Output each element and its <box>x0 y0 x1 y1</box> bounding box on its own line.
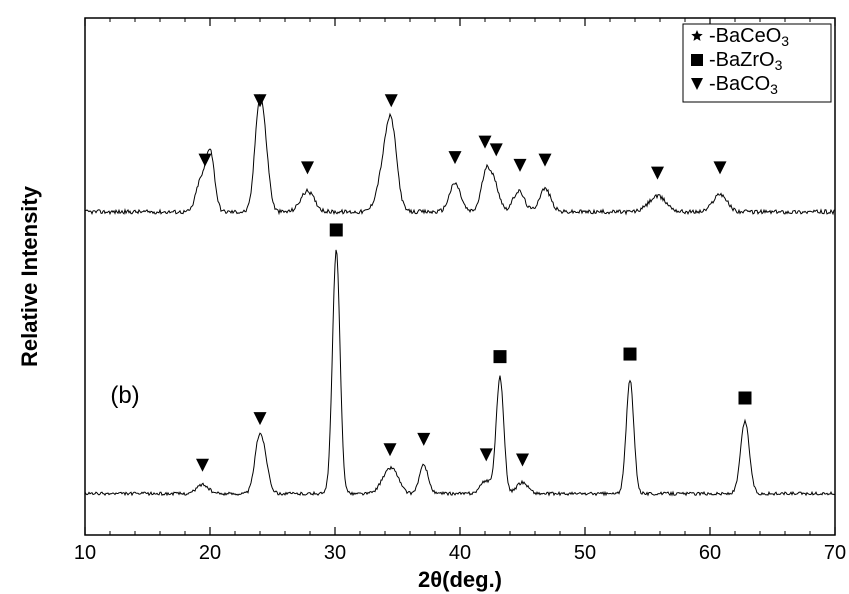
legend: -BaCeO3-BaZrO3-BaCO3 <box>683 24 831 102</box>
xrd-chart: 10 20 30 40 50 60 70 2θ(deg.) Relative Intensity… <box>0 0 849 594</box>
square-icon <box>691 54 703 66</box>
square-icon <box>739 391 752 404</box>
x-tick-label: 50 <box>574 542 596 564</box>
x-tick-label: 30 <box>324 542 346 564</box>
panel-label-b: (b) <box>110 382 139 409</box>
svg-text:2θ(deg.): 2θ(deg.) <box>418 567 502 592</box>
square-icon <box>330 223 343 236</box>
x-tick-label: 10 <box>74 542 96 564</box>
legend-item: -BaZrO3 <box>709 49 783 73</box>
x-tick-label: 20 <box>199 542 221 564</box>
square-icon <box>624 348 637 361</box>
x-tick-label: 40 <box>449 542 471 564</box>
legend-item: -BaCO3 <box>709 73 778 97</box>
x-tick-label: 60 <box>699 542 721 564</box>
x-tick-label: 70 <box>824 542 846 564</box>
x-axis-label: 2θ(deg.) <box>418 567 502 592</box>
square-icon <box>494 350 507 363</box>
y-axis-label: Relative Intensity <box>17 185 42 367</box>
legend-item: -BaCeO3 <box>709 25 789 49</box>
